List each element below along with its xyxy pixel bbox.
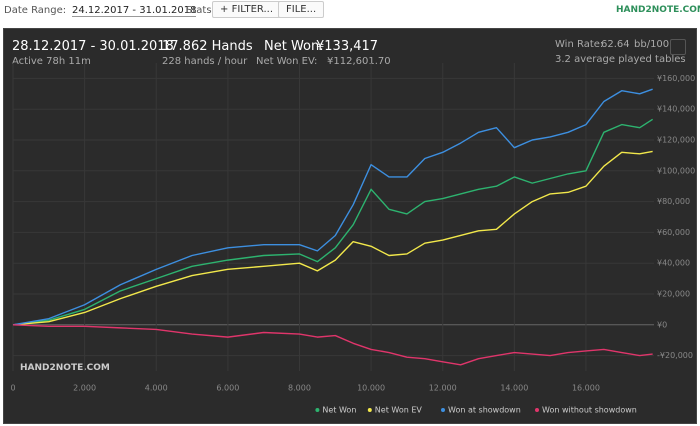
y-tick-label: ¥20,000 [657,290,690,299]
legend-label: Net Won EV [375,406,423,415]
hands-per-hour: 228 hands / hour [162,56,248,67]
series-line [12,150,653,326]
legend-marker [367,408,372,412]
y-tick-label: -¥20,000 [657,351,693,360]
y-tick-label: ¥120,000 [657,136,695,145]
x-tick-label: 4.000 [145,384,168,393]
x-tick-label: 8.000 [288,384,311,393]
net-won-ev-label: Net Won EV: [256,56,318,67]
x-tick-label: 14.000 [500,384,528,393]
date-range-label: Date Range: [4,5,67,16]
win-rate: 62.64 [601,39,630,50]
y-tick-label: ¥80,000 [657,197,690,206]
net-won-ev: ¥112,601.70 [327,56,391,67]
legend-marker [535,408,539,412]
x-tick-label: 0 [10,384,15,393]
x-tick-label: 2.000 [73,384,96,393]
active: Active 78h 11m [12,56,91,67]
x-tick-label: 6.000 [216,384,239,393]
legend-label: Won without showdown [542,406,637,415]
x-tick-label: 10.000 [357,384,385,393]
y-tick-label: ¥40,000 [657,259,690,268]
chart: -¥20,000 ¥0 ¥20,000 ¥40,000 ¥60,000 ¥80,000 ¥1… [10,63,695,415]
series-line [12,118,654,326]
x-tick-label: 12.000 [429,384,457,393]
net-won: ¥133,417 [316,39,379,54]
toolbar: Date Range: 24.12.2017 - 31.01.2018 Stat… [0,0,700,26]
filter-button[interactable]: + FILTER... [212,1,282,18]
y-tick-label: ¥100,000 [657,166,695,175]
legend-marker [441,408,445,412]
legend-label: Net Won [322,406,356,415]
file-button[interactable]: FILE... [278,1,325,18]
legend-marker [315,408,320,412]
series-line [12,324,653,366]
watermark: HAND2NOTE.COM [20,363,110,373]
settings-button[interactable] [670,39,686,55]
hands: 17.862 Hands [162,39,253,54]
y-tick-label: ¥0 [657,320,667,329]
panel: 28.12.2017 - 30.01.2018 Active 78h 11m 1… [3,28,697,424]
net-won-label: Net Won: [264,39,324,54]
win-rate-label: Win Rate: [555,39,604,50]
date-range[interactable]: 24.12.2017 - 31.01.2018 [72,5,197,17]
y-tick-label: ¥60,000 [657,228,690,237]
legend-label: Won at showdown [448,406,521,415]
series-line [12,88,653,326]
period: 28.12.2017 - 30.01.2018 [12,39,174,54]
stats-label: Stats: [186,5,215,16]
y-tick-label: ¥160,000 [657,74,695,83]
x-tick-label: 16.000 [572,384,600,393]
tables: 3.2 average played tables [555,54,686,65]
filter-text: FILTER... [231,4,274,15]
win-rate-unit: bb/100 [634,39,670,50]
logo: HAND2NOTE.COM [616,5,700,15]
y-tick-label: ¥140,000 [657,105,695,114]
